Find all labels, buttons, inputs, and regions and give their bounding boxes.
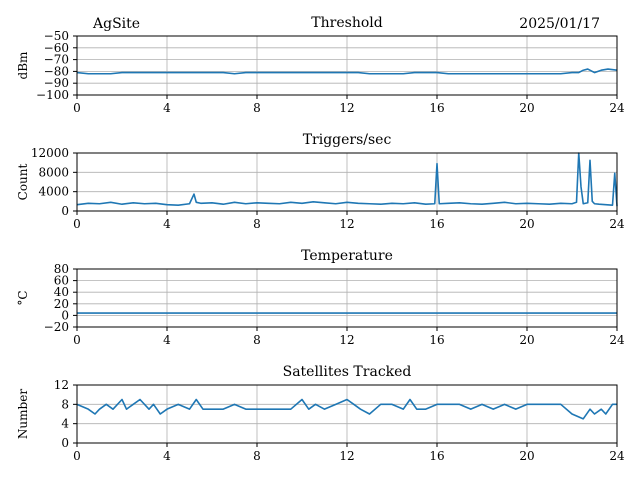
y-tick-label: 12 [54, 378, 69, 392]
panels: 0 4 8 12 16 20 24 −100−90−80−70−60−50 Threshold d… [16, 15, 625, 463]
y-tick-label: 4000 [38, 185, 69, 199]
x-tick-label: 12 [339, 449, 354, 463]
y-tick-label: 12000 [31, 146, 69, 160]
threshold-panel: 0 4 8 12 16 20 24 −100−90−80−70−60−50 Threshold d… [16, 15, 625, 115]
y-tick-label: −100 [36, 88, 69, 102]
y-tick-label: 4 [61, 417, 69, 431]
x-tick-label: 8 [253, 333, 261, 347]
x-tick-label: 16 [429, 101, 444, 115]
date-label: 2025/01/17 [519, 16, 600, 32]
triggers-sec-panel: 0 4 8 12 16 20 24 0 4000 8000 12000 Triggers/sec Cou… [16, 132, 625, 231]
x-tick-label: 16 [429, 217, 444, 231]
y-tick-label: 8000 [38, 165, 69, 179]
satellites-tracked-series-line [76, 398, 617, 420]
site-label: AgSite [92, 16, 140, 32]
x-tick-label: 4 [163, 333, 171, 347]
x-tick-label: 20 [519, 449, 534, 463]
x-tick-label: 12 [339, 217, 354, 231]
x-tick-label: 20 [519, 101, 534, 115]
y-tick-label: 0 [61, 204, 69, 218]
x-tick-label: 16 [429, 449, 444, 463]
y-tick-label: −20 [44, 320, 69, 334]
satellites-tracked-title: Satellites Tracked [283, 364, 412, 380]
x-tick-label: 4 [163, 101, 171, 115]
x-tick-label: 4 [163, 217, 171, 231]
y-tick-label: −70 [44, 53, 69, 67]
x-tick-label: 0 [73, 217, 81, 231]
y-tick-label: 60 [54, 274, 69, 288]
threshold-y-axis-label: dBm [16, 51, 30, 80]
y-tick-label: 80 [54, 262, 69, 276]
x-tick-label: 0 [73, 449, 81, 463]
y-tick-label: −90 [44, 76, 69, 90]
x-tick-label: 12 [339, 101, 354, 115]
x-tick-label: 0 [73, 333, 81, 347]
x-tick-label: 20 [519, 217, 534, 231]
triggers-sec-y-axis-label: Count [16, 163, 30, 200]
threshold-title: Threshold [311, 15, 382, 31]
y-tick-label: −60 [44, 41, 69, 55]
temperature-title: Temperature [301, 248, 393, 264]
y-tick-label: 20 [54, 297, 69, 311]
x-tick-label: 8 [253, 217, 261, 231]
y-tick-label: 40 [54, 285, 69, 299]
triggers-sec-title: Triggers/sec [303, 132, 392, 148]
x-tick-label: 16 [429, 333, 444, 347]
x-tick-label: 24 [609, 333, 625, 347]
threshold-series-line [76, 68, 618, 75]
triggers-sec-series-line [76, 152, 618, 207]
satellites-tracked-panel: 0 4 8 12 16 20 24 0 4 8 12 Satellites Tracked Number [16, 364, 625, 463]
x-tick-label: 20 [519, 333, 534, 347]
x-tick-label: 8 [253, 101, 261, 115]
x-tick-label: 8 [253, 449, 261, 463]
x-tick-label: 0 [73, 101, 81, 115]
x-tick-label: 4 [163, 449, 171, 463]
x-tick-label: 24 [609, 217, 625, 231]
y-tick-label: −80 [44, 64, 69, 78]
temperature-y-axis-label: °C [16, 290, 30, 305]
x-tick-label: 24 [609, 449, 625, 463]
y-tick-label: 0 [61, 308, 69, 322]
x-tick-label: 12 [339, 333, 354, 347]
y-tick-label: 8 [61, 397, 69, 411]
y-tick-label: −50 [44, 29, 69, 43]
y-tick-label: 0 [61, 436, 69, 450]
x-tick-label: 24 [609, 101, 625, 115]
satellites-tracked-y-axis-label: Number [16, 389, 30, 439]
